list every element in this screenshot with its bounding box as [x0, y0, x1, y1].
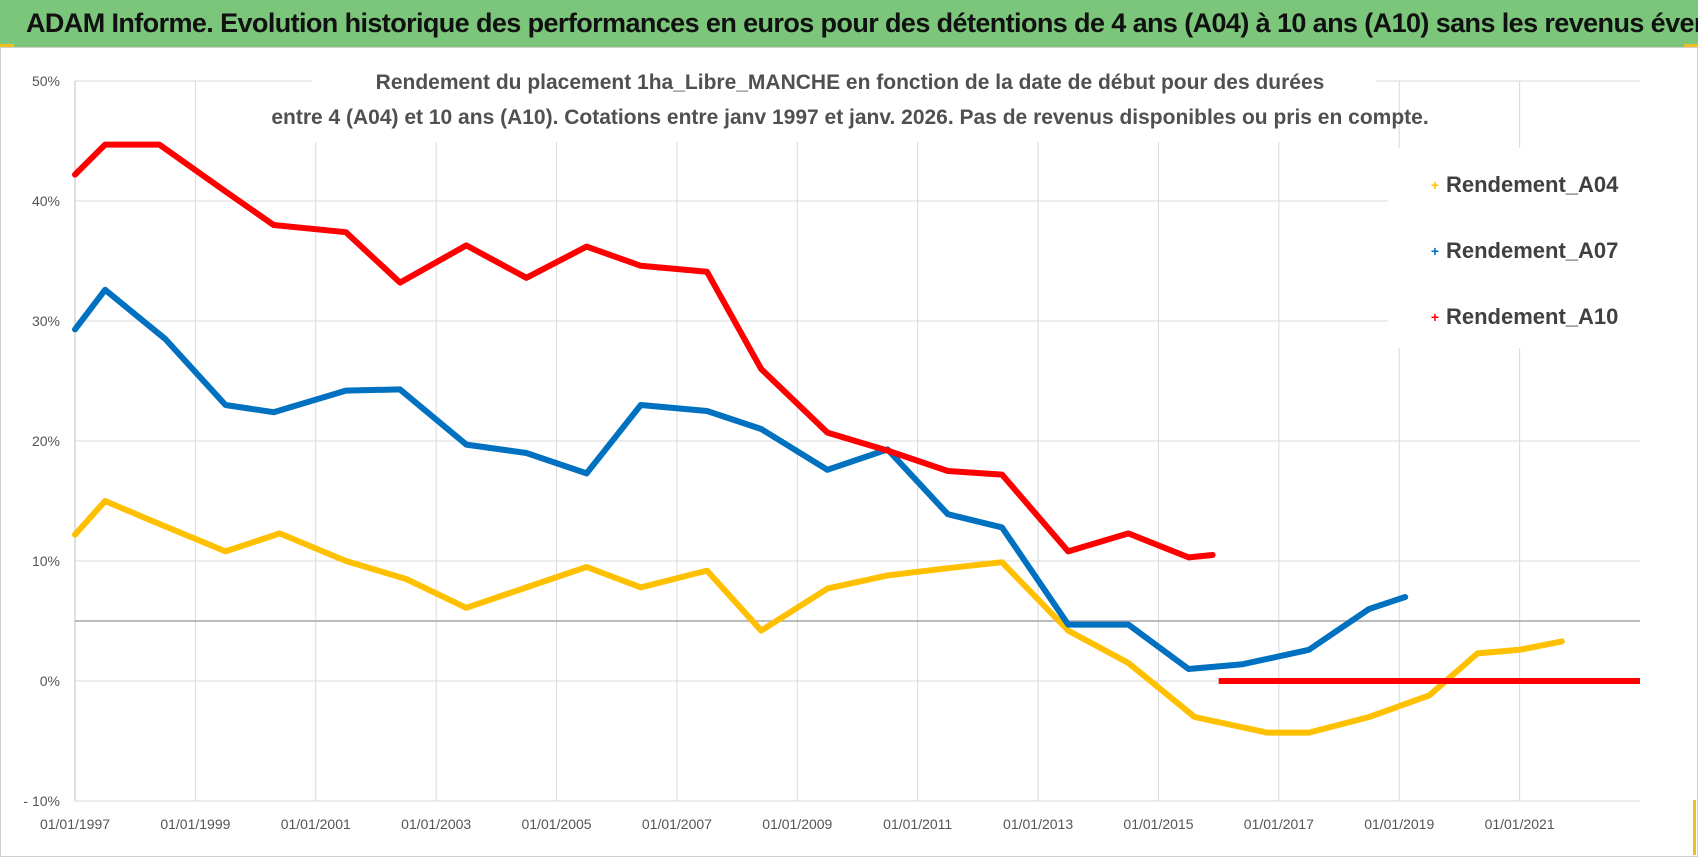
- chart-title-line-2: entre 4 (A04) et 10 ans (A10). Cotations…: [271, 106, 1428, 129]
- x-tick-label: 01/01/2013: [1003, 816, 1073, 832]
- series-layer: [72, 141, 1640, 736]
- x-axis: 01/01/1997 01/01/1999 01/01/2001 01/01/2003…: [40, 816, 1555, 832]
- y-tick-label: 50%: [32, 73, 60, 89]
- frame-corner-top-left: [0, 44, 14, 47]
- title-box: [312, 60, 1376, 142]
- y-tick-label: 30%: [32, 313, 60, 329]
- series-line-rendement_a07: [72, 286, 1409, 672]
- legend-marker-rendement_a04: +: [1431, 177, 1439, 193]
- x-tick-label: 01/01/2021: [1485, 816, 1555, 832]
- grid: [74, 80, 1640, 802]
- legend-marker-rendement_a07: +: [1431, 243, 1439, 259]
- x-tick-label: 01/01/2009: [762, 816, 832, 832]
- banner-title: ADAM Informe. Evolution historique des p…: [26, 8, 1698, 38]
- x-tick-label: 01/01/2011: [883, 816, 952, 832]
- chart-title-line-1: Rendement du placement 1ha_Libre_MANCHE …: [376, 71, 1325, 94]
- x-tick-label: 01/01/2019: [1364, 816, 1434, 832]
- x-tick-label: 01/01/2005: [521, 816, 591, 832]
- x-tick-label: 01/01/2007: [642, 816, 712, 832]
- x-tick-label: 01/01/2015: [1123, 816, 1193, 832]
- legend-label-rendement_a04: Rendement_A04: [1446, 172, 1619, 197]
- x-tick-label: 01/01/1997: [40, 816, 110, 832]
- report-banner: ADAM Informe. Evolution historique des p…: [0, 0, 1698, 47]
- legend: + Rendement_A04 + Rendement_A07 + Rendement_A…: [1431, 172, 1619, 329]
- y-tick-label: 0%: [40, 673, 60, 689]
- y-tick-label: 10%: [32, 553, 60, 569]
- y-tick-label: 40%: [32, 193, 60, 209]
- frame-corner-top-right: [1684, 44, 1698, 47]
- y-tick-label: - 10%: [23, 793, 60, 809]
- x-tick-label: 01/01/2003: [401, 816, 471, 832]
- legend-marker-rendement_a10: +: [1431, 309, 1439, 325]
- x-tick-label: 01/01/2001: [281, 816, 351, 832]
- frame-corner-bottom-right: [1693, 800, 1696, 855]
- legend-box: [1388, 148, 1648, 348]
- x-tick-label: 01/01/2017: [1244, 816, 1314, 832]
- series-line-rendement_a04: [72, 498, 1565, 736]
- series-line-rendement_a10: [72, 141, 1216, 561]
- legend-label-rendement_a10: Rendement_A10: [1446, 304, 1618, 329]
- y-axis: 50% 40% 30% 20% 10% 0% - 10%: [23, 73, 60, 809]
- legend-label-rendement_a07: Rendement_A07: [1446, 238, 1618, 263]
- y-tick-label: 20%: [32, 433, 60, 449]
- x-tick-label: 01/01/1999: [160, 816, 230, 832]
